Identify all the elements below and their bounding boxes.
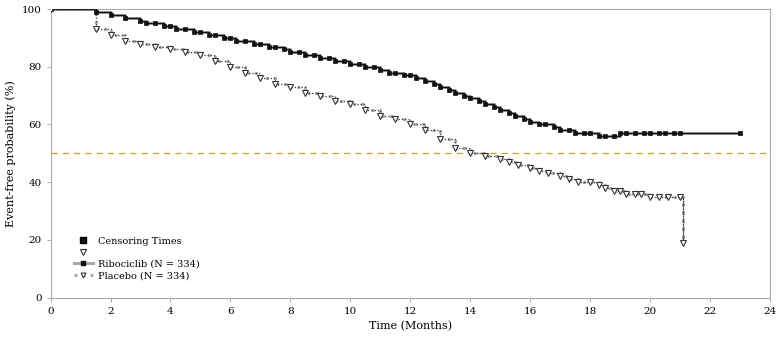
X-axis label: Time (Months): Time (Months) [368, 321, 452, 332]
Y-axis label: Event-free probability (%): Event-free probability (%) [5, 80, 16, 227]
Legend: Censoring Times, , Ribociclib (N = 334), Placebo (N = 334): Censoring Times, , Ribociclib (N = 334),… [70, 233, 203, 284]
